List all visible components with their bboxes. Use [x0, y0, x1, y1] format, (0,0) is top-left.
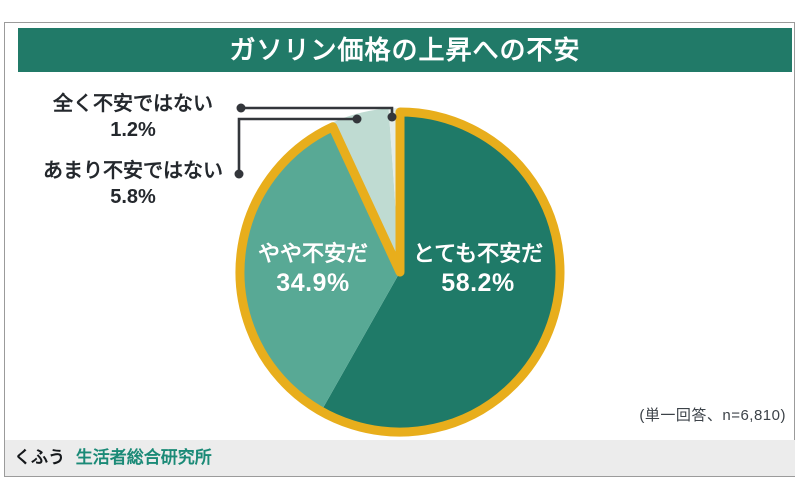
page-title: ガソリン価格の上昇への不安	[229, 35, 581, 65]
title-banner: ガソリン価格の上昇への不安	[18, 28, 792, 72]
callout-label-text: 全く不安ではない	[53, 93, 213, 115]
survey-note: (単一回答、n=6,810)	[639, 407, 786, 424]
callout-label-text: あまり不安ではない	[43, 160, 223, 182]
callout-dot	[236, 103, 246, 113]
slice-label-pct: 58.2%	[441, 268, 515, 297]
callout-dot	[234, 169, 244, 179]
footer-bar: くふう 生活者総合研究所	[5, 440, 795, 476]
callout-line-1	[237, 117, 356, 174]
callout-dot	[387, 112, 397, 122]
slice-label-text: やや不安だ	[257, 241, 368, 266]
pie-slice-0	[319, 108, 564, 436]
footer-brand-institute: 生活者総合研究所	[75, 448, 212, 467]
callout-label-pct: 5.8%	[110, 186, 156, 209]
slice-label-somewhat-anxious: やや不安だ 34.9%	[233, 240, 393, 299]
callout-dot	[352, 114, 362, 124]
callout-label-not-very-anxious: あまり不安ではない 5.8%	[30, 158, 236, 211]
pie-gold-outline	[235, 107, 565, 437]
footer-brand-kufu: くふう	[14, 448, 65, 467]
slice-label-very-anxious: とても不安だ 58.2%	[398, 240, 558, 299]
callout-label-not-anxious-at-all: 全く不安ではない 1.2%	[30, 91, 236, 144]
slice-label-text: とても不安だ	[412, 241, 544, 266]
callout-label-pct: 1.2%	[110, 119, 156, 142]
pie-slice-1	[235, 123, 400, 415]
slice-label-pct: 34.9%	[276, 268, 350, 297]
